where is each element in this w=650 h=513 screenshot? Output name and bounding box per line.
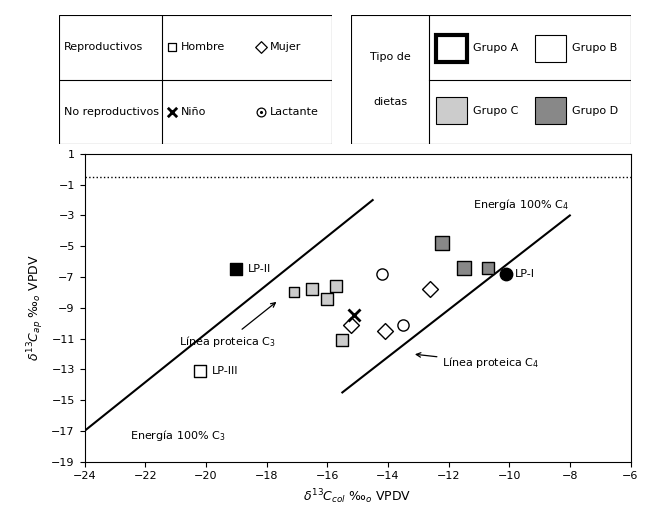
Bar	[536, 97, 566, 124]
Text: Grupo B: Grupo B	[572, 44, 617, 53]
Text: Tipo de: Tipo de	[370, 52, 411, 62]
Text: LP-I: LP-I	[515, 269, 535, 279]
Text: LP-II: LP-II	[248, 264, 272, 274]
Point	[458, 264, 469, 272]
Text: LP-III: LP-III	[212, 366, 239, 376]
Text: Grupo D: Grupo D	[572, 106, 618, 116]
X-axis label: $\delta^{13}C_{col}$ ‰$_{o}$ VPDV: $\delta^{13}C_{col}$ ‰$_{o}$ VPDV	[304, 487, 411, 506]
Text: Mujer: Mujer	[270, 43, 302, 52]
Text: Hombre: Hombre	[181, 43, 226, 52]
Bar	[536, 35, 566, 62]
Text: Línea proteica C$_4$: Línea proteica C$_4$	[416, 353, 540, 370]
Point	[289, 288, 299, 297]
Point	[307, 285, 317, 293]
Point	[425, 285, 436, 293]
Text: Lactante: Lactante	[270, 107, 319, 116]
Text: dietas: dietas	[373, 97, 407, 107]
Point	[380, 327, 390, 335]
Point	[166, 108, 177, 116]
Point	[331, 282, 341, 290]
FancyBboxPatch shape	[351, 15, 630, 144]
FancyBboxPatch shape	[58, 15, 332, 144]
Point	[437, 239, 448, 247]
Point	[501, 270, 512, 278]
Point	[349, 311, 359, 320]
Y-axis label: $\delta^{13}C_{ap}$ ‰$_{o}$ VPDV: $\delta^{13}C_{ap}$ ‰$_{o}$ VPDV	[25, 254, 46, 361]
Text: Energía 100% C$_4$: Energía 100% C$_4$	[473, 197, 569, 212]
Point	[255, 44, 266, 52]
Point	[483, 264, 493, 272]
Text: Energía 100% C$_3$: Energía 100% C$_3$	[130, 428, 226, 443]
Point	[337, 336, 348, 344]
Text: Línea proteica C$_3$: Línea proteica C$_3$	[179, 303, 276, 349]
Point	[231, 265, 241, 273]
Bar	[436, 35, 467, 62]
Point	[398, 321, 408, 329]
Text: Niño: Niño	[181, 107, 207, 116]
Text: Grupo C: Grupo C	[473, 106, 518, 116]
Point	[346, 321, 357, 329]
Point	[255, 108, 266, 116]
Text: Grupo A: Grupo A	[473, 44, 518, 53]
Point	[194, 367, 205, 375]
Point	[376, 270, 387, 278]
Text: No reproductivos: No reproductivos	[64, 107, 159, 116]
Point	[166, 44, 177, 52]
Bar	[436, 97, 467, 124]
Text: Reproductivos: Reproductivos	[64, 43, 143, 52]
Point	[255, 108, 266, 116]
Point	[322, 294, 332, 303]
